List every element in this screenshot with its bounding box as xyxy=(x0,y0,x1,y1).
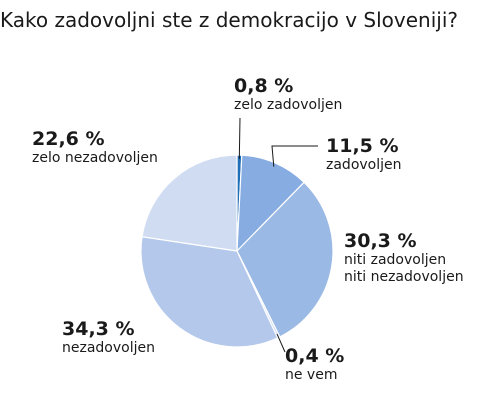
category-label: zelo zadovoljen xyxy=(234,97,343,113)
value-label: 0,4 % xyxy=(285,345,345,367)
label-nezadovoljen: 34,3 % nezadovoljen xyxy=(62,318,155,357)
leader-line-zadovoljen xyxy=(271,145,318,167)
category-label: ne vem xyxy=(285,367,338,383)
category-label: niti nezadovoljen xyxy=(344,269,464,285)
label-ne-vem: 0,4 % ne vem xyxy=(285,345,344,384)
pie-slice-zadovoljen xyxy=(236,154,305,253)
label-zelo-nezadovoljen: 22,6 % zelo nezadovoljen xyxy=(32,128,158,167)
value-label: 22,6 % xyxy=(32,128,105,150)
value-label: 34,3 % xyxy=(62,318,135,340)
category-label: nezadovoljen xyxy=(62,340,155,356)
value-label: 30,3 % xyxy=(344,230,417,252)
category-label: zadovoljen xyxy=(326,157,402,173)
pie-slice-zelo-nezadovoljen xyxy=(141,154,238,252)
label-zadovoljen: 11,5 % zadovoljen xyxy=(326,135,402,174)
category-label: niti zadovoljen xyxy=(344,252,447,268)
chart-title: Kako zadovoljni ste z demokracijo v Slov… xyxy=(0,8,458,32)
pie-slice-nezadovoljen xyxy=(140,236,279,348)
value-label: 0,8 % xyxy=(234,75,294,97)
label-niti-zadovoljen-niti-nezadovoljen: 30,3 % niti zadovoljen niti nezadovoljen xyxy=(344,230,464,286)
leader-line-zelo-zadovoljen xyxy=(238,117,241,160)
label-zelo-zadovoljen: 0,8 % zelo zadovoljen xyxy=(234,75,342,114)
value-label: 11,5 % xyxy=(326,135,399,157)
leader-line-ne-vem xyxy=(276,333,286,353)
category-label: zelo nezadovoljen xyxy=(32,150,158,166)
